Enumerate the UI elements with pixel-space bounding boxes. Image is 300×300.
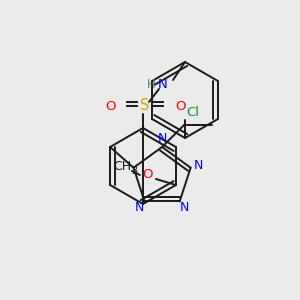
Text: N: N <box>180 201 189 214</box>
Text: CH: CH <box>113 160 131 173</box>
Text: Cl: Cl <box>187 106 200 118</box>
Text: S: S <box>140 98 150 113</box>
Text: O: O <box>105 100 115 112</box>
Text: O: O <box>175 100 185 112</box>
Text: N: N <box>135 201 144 214</box>
Text: N: N <box>194 159 203 172</box>
Text: O: O <box>143 169 153 182</box>
Text: 3: 3 <box>131 166 137 176</box>
Text: N: N <box>158 133 167 146</box>
Text: H: H <box>147 79 155 92</box>
Text: N: N <box>158 77 168 91</box>
